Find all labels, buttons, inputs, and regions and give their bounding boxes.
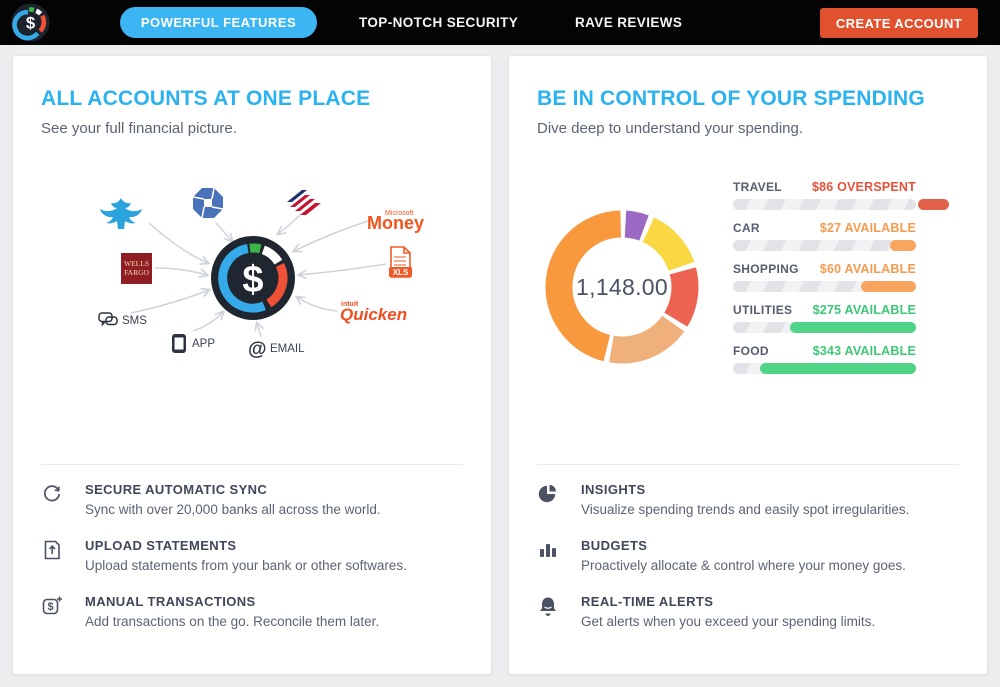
hub-logo: $ (211, 236, 295, 320)
app-logo-dollar: $ (26, 14, 36, 33)
svg-text:EMAIL: EMAIL (270, 343, 305, 355)
svg-text:SMS: SMS (122, 315, 147, 327)
feature-insights: INSIGHTS Visualize spending trends and e… (537, 482, 963, 517)
svg-text:FARGO: FARGO (124, 268, 149, 277)
svg-text:intuit: intuit (341, 301, 359, 308)
budget-bar-track (733, 199, 950, 210)
segment-red (664, 267, 699, 327)
accounts-card: ALL ACCOUNTS AT ONE PLACE See your full … (12, 55, 492, 675)
app-node: APP (172, 334, 215, 353)
budgets-icon (540, 544, 556, 557)
accounts-card-title: ALL ACCOUNTS AT ONE PLACE (41, 87, 371, 110)
feature-real-time-alerts: REAL-TIME ALERTS Get alerts when you exc… (537, 594, 963, 629)
alerts-icon (540, 597, 556, 616)
create-account-button[interactable]: CREATE ACCOUNT (820, 8, 978, 38)
microsoft-money-logo: Microsoft Money (367, 210, 424, 233)
budget-bar-track (733, 240, 916, 251)
budget-bar-fill (918, 199, 950, 210)
svg-text:$: $ (47, 601, 53, 613)
nav-item-top-notch-security[interactable]: TOP-NOTCH SECURITY (359, 15, 519, 30)
donut-total-value: 1,148.00 (576, 274, 668, 300)
nav-item-powerful-features[interactable]: POWERFUL FEATURES (120, 7, 317, 38)
feature-secure-automatic-sync: SECURE AUTOMATIC SYNC Sync with over 20,… (41, 482, 467, 517)
feature-manual-transactions: $ MANUAL TRANSACTIONS Add transactions o… (41, 594, 467, 629)
insights-icon (538, 484, 556, 503)
xls-file-icon: XLS (389, 246, 412, 278)
segment-purple (624, 210, 649, 241)
quicken-logo: intuit Quicken (340, 301, 407, 324)
account-sources-diagram: Microsoft Money WELLS FARGO XLS intuit Q… (98, 187, 424, 360)
budget-bar-fill (760, 363, 916, 374)
spending-card-subtitle: Dive deep to understand your spending. (537, 120, 804, 137)
upload-icon (44, 540, 60, 560)
budget-bar-track (733, 281, 916, 292)
hub-dollar: $ (242, 259, 263, 301)
budget-row-shopping: SHOPPING $60 AVAILABLE (733, 262, 961, 303)
app-logo-icon: $ (11, 3, 50, 42)
svg-text:APP: APP (192, 338, 215, 350)
budget-bar-fill (789, 322, 916, 333)
feature-budgets: BUDGETS Proactively allocate & control w… (537, 538, 963, 573)
budget-row-travel: TRAVEL $86 OVERSPENT (733, 180, 961, 221)
sms-node: SMS (98, 312, 147, 327)
svg-text:WELLS: WELLS (124, 259, 149, 268)
budget-bar-track (733, 363, 916, 374)
spending-card-title: BE IN CONTROL OF YOUR SPENDING (537, 87, 925, 110)
segment-yellow (642, 217, 695, 272)
chase-logo (192, 187, 224, 219)
budget-row-car: CAR $27 AVAILABLE (733, 221, 961, 262)
nav-item-rave-reviews[interactable]: RAVE REVIEWS (575, 15, 683, 30)
divider (41, 464, 463, 465)
email-node: @ EMAIL (248, 339, 305, 360)
top-nav: $ POWERFUL FEATURES TOP-NOTCH SECURITY R… (0, 0, 1000, 45)
segment-tan (609, 315, 685, 364)
bank-of-america-logo (287, 190, 321, 215)
svg-text:Money: Money (367, 213, 424, 233)
manual-transactions-icon: $ (42, 596, 62, 615)
sms-icon (98, 312, 118, 327)
budget-row-utilities: UTILITIES $275 AVAILABLE (733, 303, 961, 344)
wells-fargo-logo: WELLS FARGO (121, 253, 152, 284)
segment-orange (545, 210, 622, 362)
budget-bar-fill (861, 281, 916, 292)
svg-text:Quicken: Quicken (340, 305, 407, 324)
accounts-card-subtitle: See your full financial picture. (41, 120, 237, 137)
svg-text:Microsoft: Microsoft (385, 210, 413, 217)
spending-features: INSIGHTS Visualize spending trends and e… (537, 482, 963, 650)
feature-upload-statements: UPLOAD STATEMENTS Upload statements from… (41, 538, 467, 573)
svg-text:XLS: XLS (393, 268, 409, 277)
email-at-icon: @ (248, 339, 267, 360)
spending-card: BE IN CONTROL OF YOUR SPENDING Dive deep… (508, 55, 988, 675)
app-icon (172, 334, 186, 353)
budget-bar-fill (890, 240, 916, 251)
sync-icon (43, 485, 61, 502)
budget-bars: TRAVEL $86 OVERSPENT CAR $27 AVAILABLE S… (733, 180, 961, 385)
barclays-logo (100, 198, 142, 229)
spending-donut-chart (543, 208, 701, 366)
accounts-features: SECURE AUTOMATIC SYNC Sync with over 20,… (41, 482, 467, 650)
budget-bar-track (733, 322, 916, 333)
app-logo[interactable]: $ (11, 3, 50, 42)
connector-arrows (130, 214, 387, 338)
budget-row-food: FOOD $343 AVAILABLE (733, 344, 961, 385)
divider (537, 464, 959, 465)
